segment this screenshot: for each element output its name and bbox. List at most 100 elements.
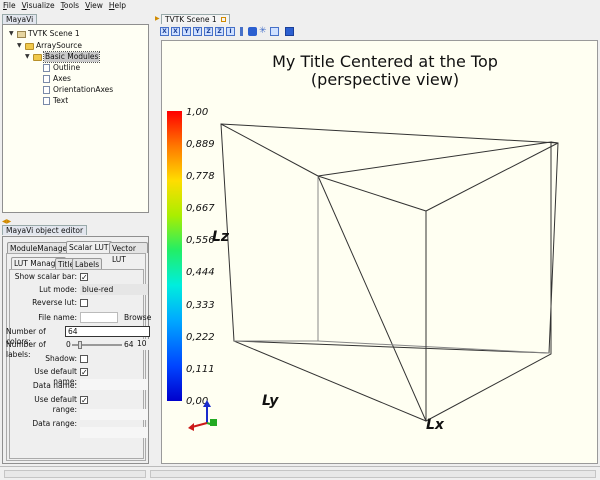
colorbar-label: 1,00 [186,107,208,118]
menu-file[interactable]: File [3,1,16,10]
data-name-label: Data name: [32,381,77,390]
pipeline-tree: ▼ TVTK Scene 1 ▼ ArraySource ▼ Basic Mod… [2,24,149,213]
object-editor-tab[interactable]: MayaVi object editor [2,225,88,235]
tree-item-scene[interactable]: ▼ TVTK Scene 1 [9,29,80,38]
status-segment [150,470,596,478]
data-range-max-input[interactable] [80,427,148,438]
file-name-input[interactable] [80,312,118,323]
axis-label-y: Ly [262,393,279,409]
tree-item-text[interactable]: Text [43,96,68,106]
tree-item-outline[interactable]: Outline [43,63,80,73]
tab-scalar-lut[interactable]: Scalar LUT [66,241,112,253]
mayavi-panel-tab[interactable]: MayaVi [2,14,38,24]
menu-visualize[interactable]: Visualize [21,1,55,10]
menu-help[interactable]: Help [108,1,127,10]
shadow-label: Shadow: [45,354,77,363]
colorbar-label: 0,889 [186,139,215,150]
object-editor: ModuleManager Scalar LUT Vector LUT LUT … [2,236,152,464]
colorbar-label: 0,111 [186,364,215,375]
shadow-checkbox[interactable] [80,355,88,363]
use-default-range-checkbox[interactable]: ✓ [80,396,88,405]
view-x-icon[interactable]: X [171,27,180,36]
expand-arrow-icon[interactable]: ▶ [6,218,12,225]
reverse-lut-label: Reverse lut: [32,298,77,307]
scene-tab-strip: ▶ TVTK Scene 1 [155,13,600,25]
tab-vector-lut[interactable]: Vector LUT [109,242,148,264]
file-icon [43,64,50,72]
tab-labels[interactable]: Labels [72,258,103,269]
number-of-labels-label: Number of labels: [6,340,46,359]
scene-title-line2: (perspective view) [311,70,459,89]
colorbar-label: 0,556 [186,235,215,246]
view-y-icon[interactable]: Y [182,27,191,36]
number-of-labels-slider[interactable] [72,344,122,346]
colorbar-label: 0,667 [186,203,215,214]
isometric-icon[interactable]: I [226,27,235,36]
file-icon [43,75,50,83]
menu-tools[interactable]: Tools [60,1,80,10]
show-scalar-bar-checkbox[interactable]: ✓ [80,273,88,282]
show-scalar-bar-label: Show scalar bar: [14,272,77,281]
expand-arrow-icon[interactable]: ▼ [9,30,14,37]
data-range-min-input[interactable] [80,409,148,420]
lut-mode-label: Lut mode: [39,285,77,294]
save-icon[interactable] [285,27,294,36]
outline-cube [220,123,559,422]
data-name-input[interactable] [80,379,148,390]
fullscreen-icon[interactable] [270,27,279,36]
3d-scene-viewport[interactable]: My Title Centered at the Top (perspectiv… [161,40,598,464]
view-z-icon[interactable]: Z [215,27,224,36]
colorbar-label: 0,222 [186,332,215,343]
colorbar-label: 0,778 [186,171,215,182]
menu-view[interactable]: View [85,1,103,10]
slider-handle[interactable] [78,341,82,349]
tree-item-basic-modules[interactable]: ▼ Basic Modules [25,51,101,63]
scene-canvas: My Title Centered at the Top (perspectiv… [167,52,559,433]
colorbar-label: 0,444 [186,267,215,278]
tree-item-orientationaxes[interactable]: OrientationAxes [43,85,113,95]
axis-label-x: Lx [426,417,445,433]
scalar-colorbar [167,111,182,401]
number-of-labels-input[interactable]: 10 [135,339,150,350]
number-of-colors-label: Number of colors: [6,327,46,346]
view-z-icon[interactable]: Z [204,27,213,36]
reverse-lut-checkbox[interactable] [80,299,88,307]
lut-frame [6,253,146,461]
collapse-arrow-icon[interactable]: ◀ [2,218,7,225]
panel-splitter[interactable]: ◀▶ [2,216,149,225]
tree-item-axes[interactable]: Axes [43,74,71,84]
use-default-range-label: Use default range: [34,395,77,414]
orientation-axes [188,400,217,431]
view-y-icon[interactable]: Y [193,27,202,36]
status-bar [0,466,600,480]
lut-mode-select[interactable]: blue-red [80,284,148,295]
data-range-label: Data range: [32,419,77,428]
colorbar-labels: 1,00 0,889 0,778 0,667 0,556 0,444 0,333… [186,107,215,407]
scene-tab[interactable]: TVTK Scene 1 [161,14,231,24]
labels-min: 0 [66,340,71,349]
number-of-colors-input[interactable]: 64 [65,326,150,337]
lut-manager-frame [9,269,144,459]
close-icon[interactable] [221,17,227,22]
parallel-icon[interactable] [240,27,243,36]
fullscreen-icon[interactable]: ✳ [259,26,267,36]
colorbar-label: 0,00 [186,396,208,407]
tab-modulemanager[interactable]: ModuleManager [7,242,74,253]
scene-toolbar: X X Y Y Z Z I ✳ [160,27,294,38]
expand-arrow-icon[interactable]: ▼ [25,53,30,60]
scene-title-line1: My Title Centered at the Top [272,52,498,71]
menu-bar: File Visualize Tools View Help [0,0,600,11]
view-x-icon[interactable]: X [160,27,169,36]
tab-arrow-icon: ▶ [155,15,160,22]
use-default-name-checkbox[interactable]: ✓ [80,368,88,377]
file-icon [43,97,50,105]
tree-item-arraysource[interactable]: ▼ ArraySource [17,41,82,50]
folder-icon [33,53,42,61]
expand-arrow-icon[interactable]: ▼ [17,42,22,49]
light-icon[interactable] [248,27,257,36]
browse-button[interactable]: Browse [124,313,152,322]
axis-label-z: Lz [212,229,230,245]
file-name-label: File name: [38,313,77,322]
folder-icon [25,42,34,50]
status-segment [4,470,146,478]
